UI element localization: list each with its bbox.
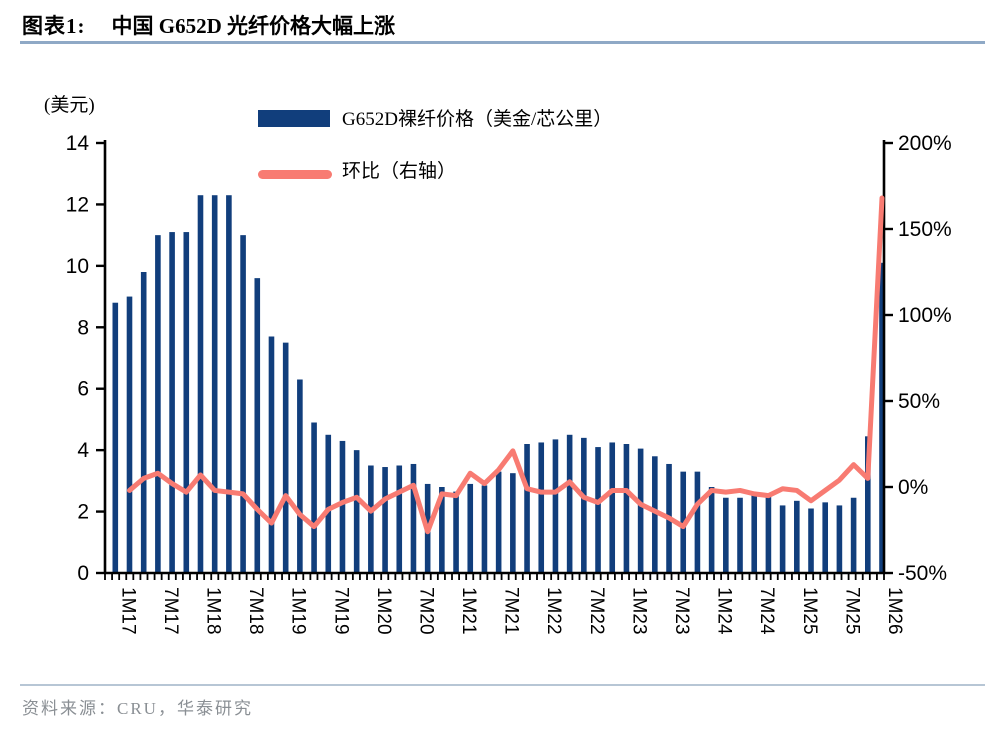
price-bar <box>396 465 403 573</box>
x-axis-label: 1M23 <box>628 587 649 635</box>
price-bar <box>538 442 545 573</box>
price-bar <box>708 487 715 573</box>
right-axis-label: 100% <box>898 304 952 327</box>
right-axis-label: 200% <box>898 132 952 155</box>
price-bar <box>240 235 246 573</box>
x-axis-label: 7M20 <box>415 587 436 635</box>
price-bar <box>382 467 388 573</box>
title-divider <box>20 41 985 44</box>
x-axis-label: 1M18 <box>202 587 223 635</box>
right-axis-label: -50% <box>898 562 947 585</box>
footer-divider <box>20 684 985 686</box>
price-bar <box>297 379 303 573</box>
price-bar <box>723 497 729 573</box>
price-bar <box>140 272 147 573</box>
left-axis-label: 6 <box>77 378 89 401</box>
right-axis-label: 150% <box>898 218 952 241</box>
price-bar <box>155 235 161 573</box>
x-axis-label: 7M19 <box>330 587 351 635</box>
price-bar <box>311 422 317 573</box>
price-bar <box>865 436 871 573</box>
price-bar <box>879 262 885 573</box>
left-axis-label: 12 <box>66 193 89 216</box>
legend-label-price: G652D裸纤价格（美金/芯公里） <box>342 109 613 130</box>
price-bar <box>794 500 800 573</box>
price-bar <box>339 440 346 573</box>
price-bar <box>652 456 658 573</box>
price-bar <box>694 471 701 573</box>
x-axis-label: 1M21 <box>458 587 479 635</box>
x-axis-label: 7M25 <box>841 587 862 635</box>
price-bar <box>226 195 232 573</box>
x-axis-label: 7M22 <box>586 587 607 635</box>
price-bar <box>808 508 814 573</box>
price-bar <box>609 442 616 573</box>
left-axis-label: 8 <box>77 316 89 339</box>
right-axis-label: 0% <box>898 476 928 499</box>
price-bar <box>353 450 360 573</box>
price-bar <box>595 447 601 573</box>
price-bar <box>822 502 829 573</box>
x-axis-label: 1M24 <box>714 587 735 635</box>
chart-number: 图表1: <box>22 14 86 38</box>
price-bar <box>524 444 530 573</box>
price-bar <box>623 444 630 573</box>
price-bar <box>368 465 374 573</box>
price-bar <box>282 342 289 573</box>
legend-label-mom: 环比（右轴） <box>342 161 457 182</box>
x-axis-label: 1M22 <box>543 587 564 635</box>
price-bar <box>183 232 190 574</box>
price-bar <box>510 473 516 573</box>
price-bar <box>467 483 474 573</box>
price-bar <box>254 278 261 573</box>
x-axis-label: 1M20 <box>373 587 394 635</box>
x-axis-label: 7M17 <box>160 587 181 635</box>
price-bar <box>552 439 559 573</box>
x-axis-label: 1M25 <box>799 587 820 635</box>
x-axis-label: 7M21 <box>501 587 522 635</box>
price-bar <box>410 463 417 573</box>
price-bar <box>581 437 587 573</box>
x-axis-label: 1M26 <box>884 587 905 635</box>
x-axis-label: 1M17 <box>117 587 138 635</box>
price-bar <box>495 471 502 573</box>
price-bar <box>439 487 445 573</box>
price-bar <box>637 448 644 573</box>
price-bar <box>197 195 204 573</box>
price-bar <box>211 195 218 573</box>
price-bar <box>751 494 758 573</box>
bar-swatch-icon <box>258 110 330 127</box>
left-axis-label: 10 <box>66 255 89 278</box>
x-axis-label: 7M23 <box>671 587 692 635</box>
left-axis-label: 4 <box>77 439 89 462</box>
left-axis-unit: (美元) <box>44 95 95 116</box>
x-axis-label: 7M18 <box>245 587 266 635</box>
left-axis-label: 14 <box>66 132 90 155</box>
price-bar <box>737 497 743 573</box>
price-bar <box>566 434 573 573</box>
price-bar <box>481 485 488 573</box>
price-bar <box>453 491 459 573</box>
price-bar <box>779 505 786 573</box>
right-axis-label: 50% <box>898 390 940 413</box>
x-axis-label: 1M19 <box>288 587 309 635</box>
price-bar <box>169 232 175 574</box>
left-axis-label: 2 <box>77 501 89 524</box>
left-axis-label: 0 <box>77 562 89 585</box>
line-swatch-icon <box>258 170 332 179</box>
x-axis-label: 7M24 <box>756 587 777 635</box>
price-bar <box>126 296 133 573</box>
price-bar <box>112 302 119 573</box>
price-bar <box>268 336 275 573</box>
source-note: 资料来源：CRU，华泰研究 <box>22 699 253 718</box>
chart-title-text: 中国 G652D 光纤价格大幅上涨 <box>111 14 396 38</box>
price-bar <box>765 496 772 573</box>
price-bar <box>325 434 332 573</box>
price-bar <box>836 505 843 573</box>
price-bar <box>850 497 857 573</box>
chart-title: 图表1: 中国 G652D 光纤价格大幅上涨 <box>22 10 395 40</box>
mom-line <box>126 195 885 535</box>
